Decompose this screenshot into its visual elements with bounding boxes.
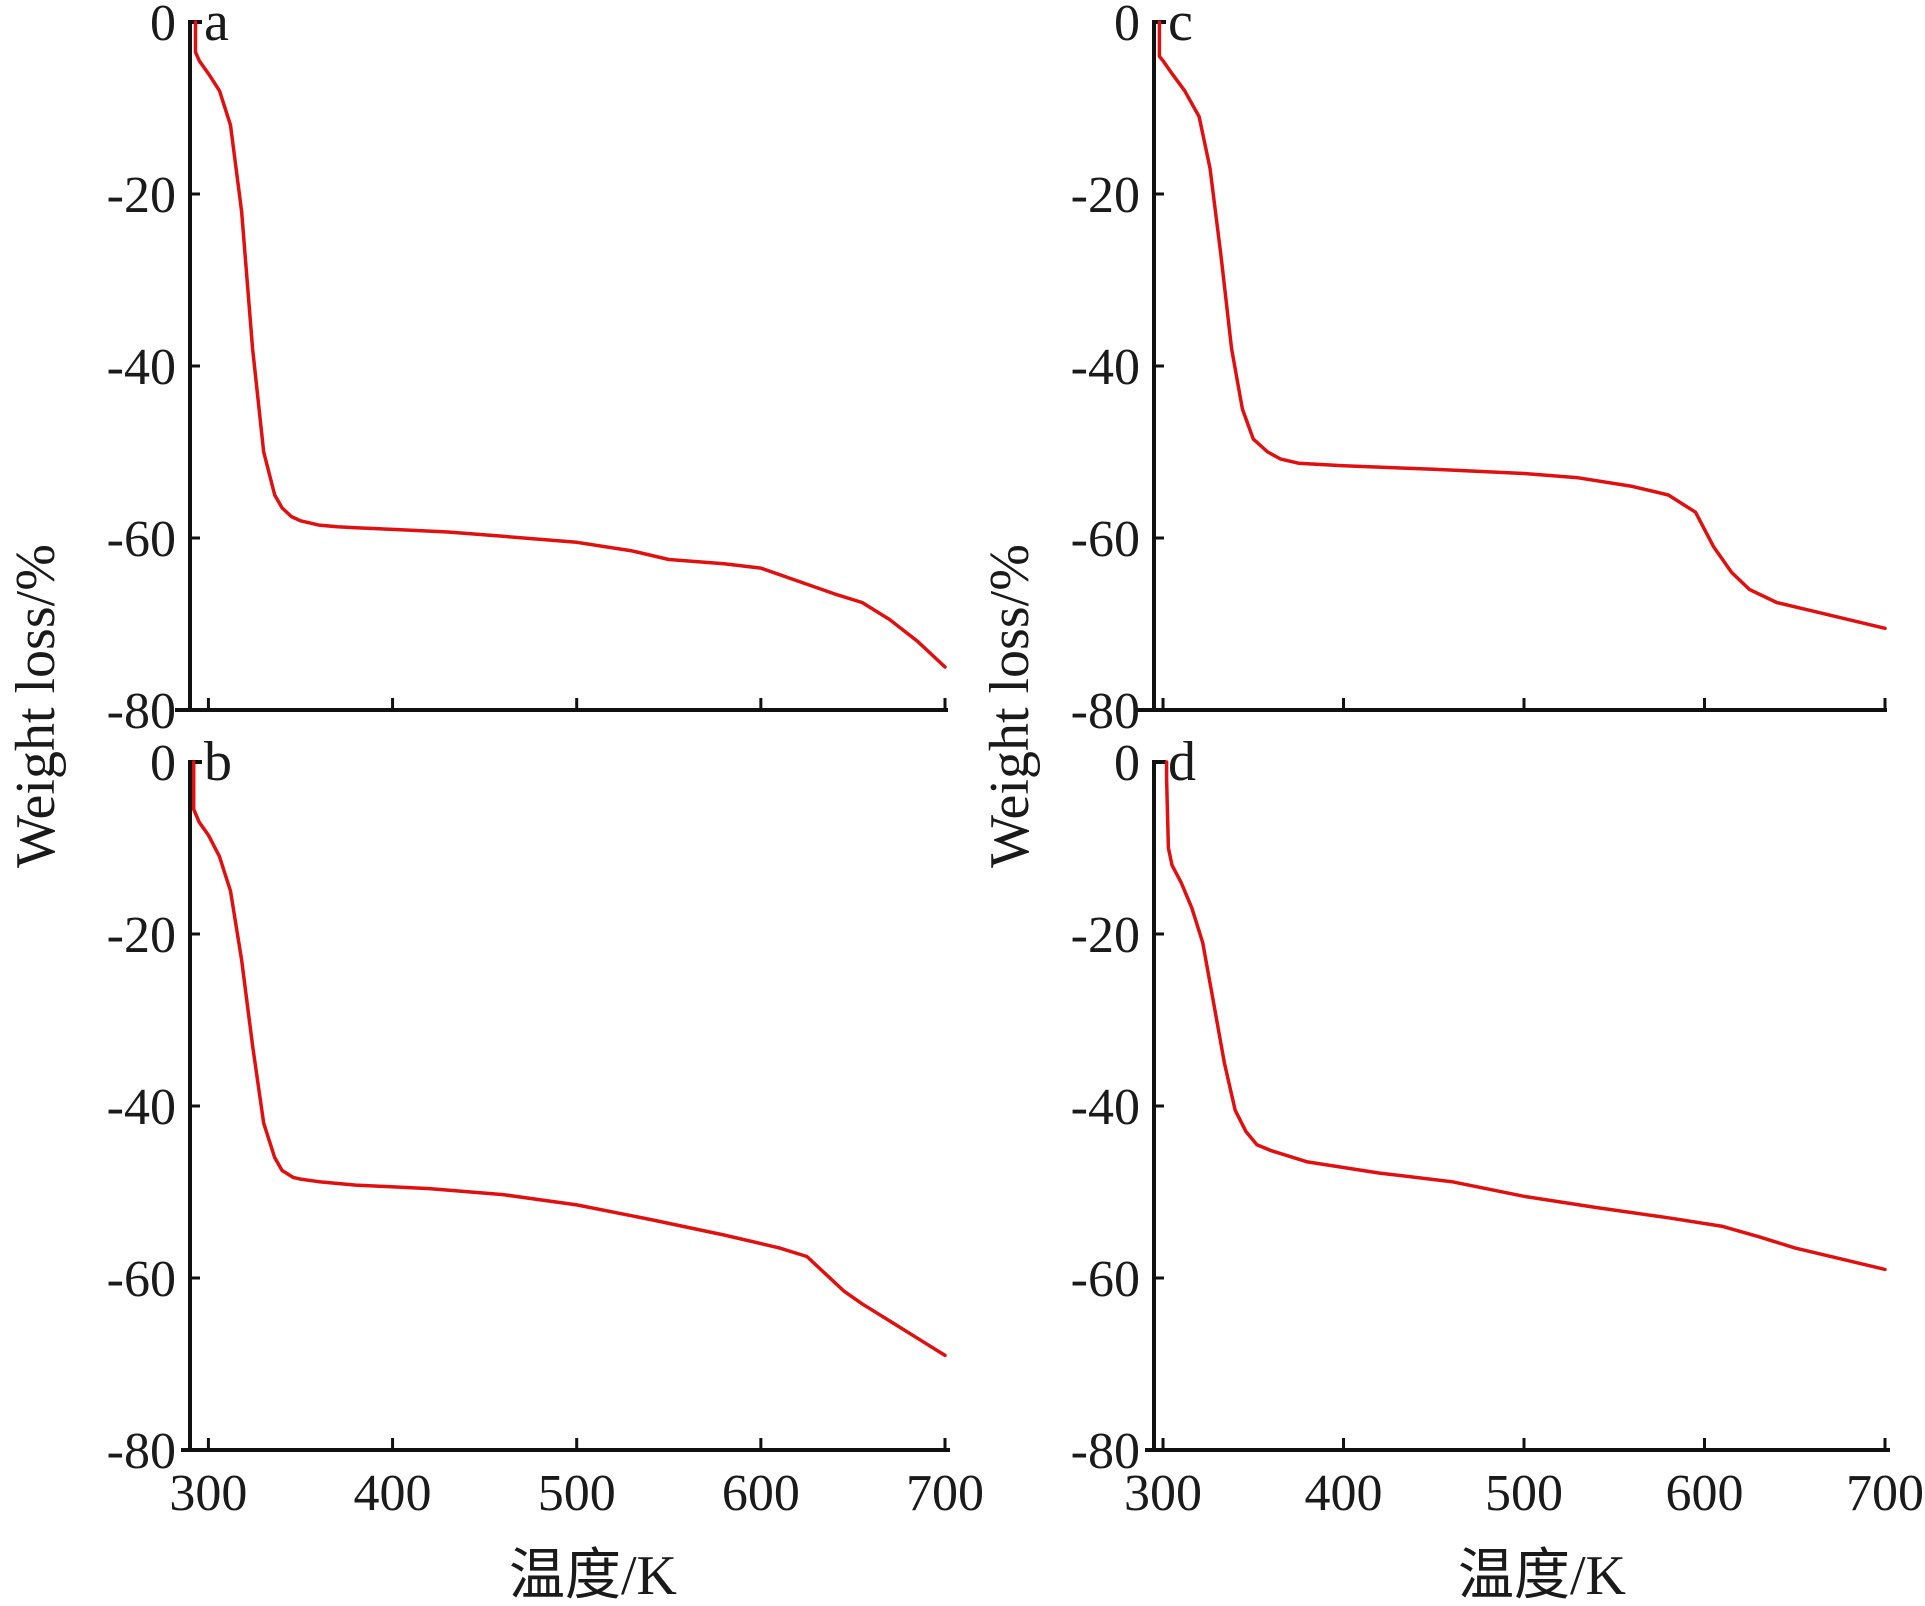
series-line — [193, 20, 947, 669]
panel-c: 0 -20 -40 -60 -80 c — [1071, 0, 1887, 740]
panel-letter: a — [204, 0, 229, 53]
x-tick-label: 400 — [354, 1465, 432, 1522]
y-tick-label: 0 — [150, 735, 176, 792]
y-tick-label: -80 — [107, 1423, 176, 1480]
panel-letter: d — [1168, 731, 1196, 793]
x-tick-label: 500 — [1485, 1465, 1563, 1522]
series-line — [1157, 20, 1887, 631]
y-tick-label: 0 — [1114, 735, 1140, 792]
y-tick-label: 0 — [150, 0, 176, 52]
x-tick-label: 700 — [1846, 1465, 1924, 1522]
y-tick-label: -40 — [107, 1079, 176, 1136]
x-tick-label: 300 — [1124, 1465, 1202, 1522]
y-tick-label: 0 — [1114, 0, 1140, 52]
x-tick-label: 300 — [169, 1465, 247, 1522]
y-tick-label: -20 — [1071, 907, 1140, 964]
panel-letter: c — [1168, 0, 1193, 53]
y-tick-label: -60 — [1071, 1251, 1140, 1308]
y-tick-label: -60 — [107, 1251, 176, 1308]
y-tick-label: -80 — [1071, 683, 1140, 740]
series-line — [191, 760, 947, 1358]
x-tick-label: 600 — [1666, 1465, 1744, 1522]
y-tick-label: -20 — [1071, 167, 1140, 224]
x-tick-label: 600 — [722, 1465, 800, 1522]
y-tick-label: -20 — [107, 907, 176, 964]
y-tick-label: -40 — [1071, 339, 1140, 396]
x-tick-label: 400 — [1305, 1465, 1383, 1522]
x-axis-title-left: 温度/K — [509, 1545, 677, 1606]
y-tick-label: -60 — [1071, 511, 1140, 568]
y-tick-label: -40 — [107, 339, 176, 396]
y-tick-label: -20 — [107, 167, 176, 224]
x-tick-label: 500 — [538, 1465, 616, 1522]
y-axis-title-right: Weight loss/% — [979, 544, 1041, 868]
series-line — [1164, 760, 1887, 1272]
y-tick-label: -80 — [1071, 1423, 1140, 1480]
panel-a: 0 -20 -40 -60 -80 a — [107, 0, 948, 740]
y-tick-label: -40 — [1071, 1079, 1140, 1136]
y-tick-label: -80 — [107, 683, 176, 740]
y-tick-label: -60 — [107, 511, 176, 568]
y-axis-title-left: Weight loss/% — [5, 544, 67, 868]
x-axis-title-right: 温度/K — [1458, 1545, 1626, 1606]
x-tick-label: 700 — [906, 1465, 984, 1522]
panel-letter: b — [204, 731, 232, 793]
